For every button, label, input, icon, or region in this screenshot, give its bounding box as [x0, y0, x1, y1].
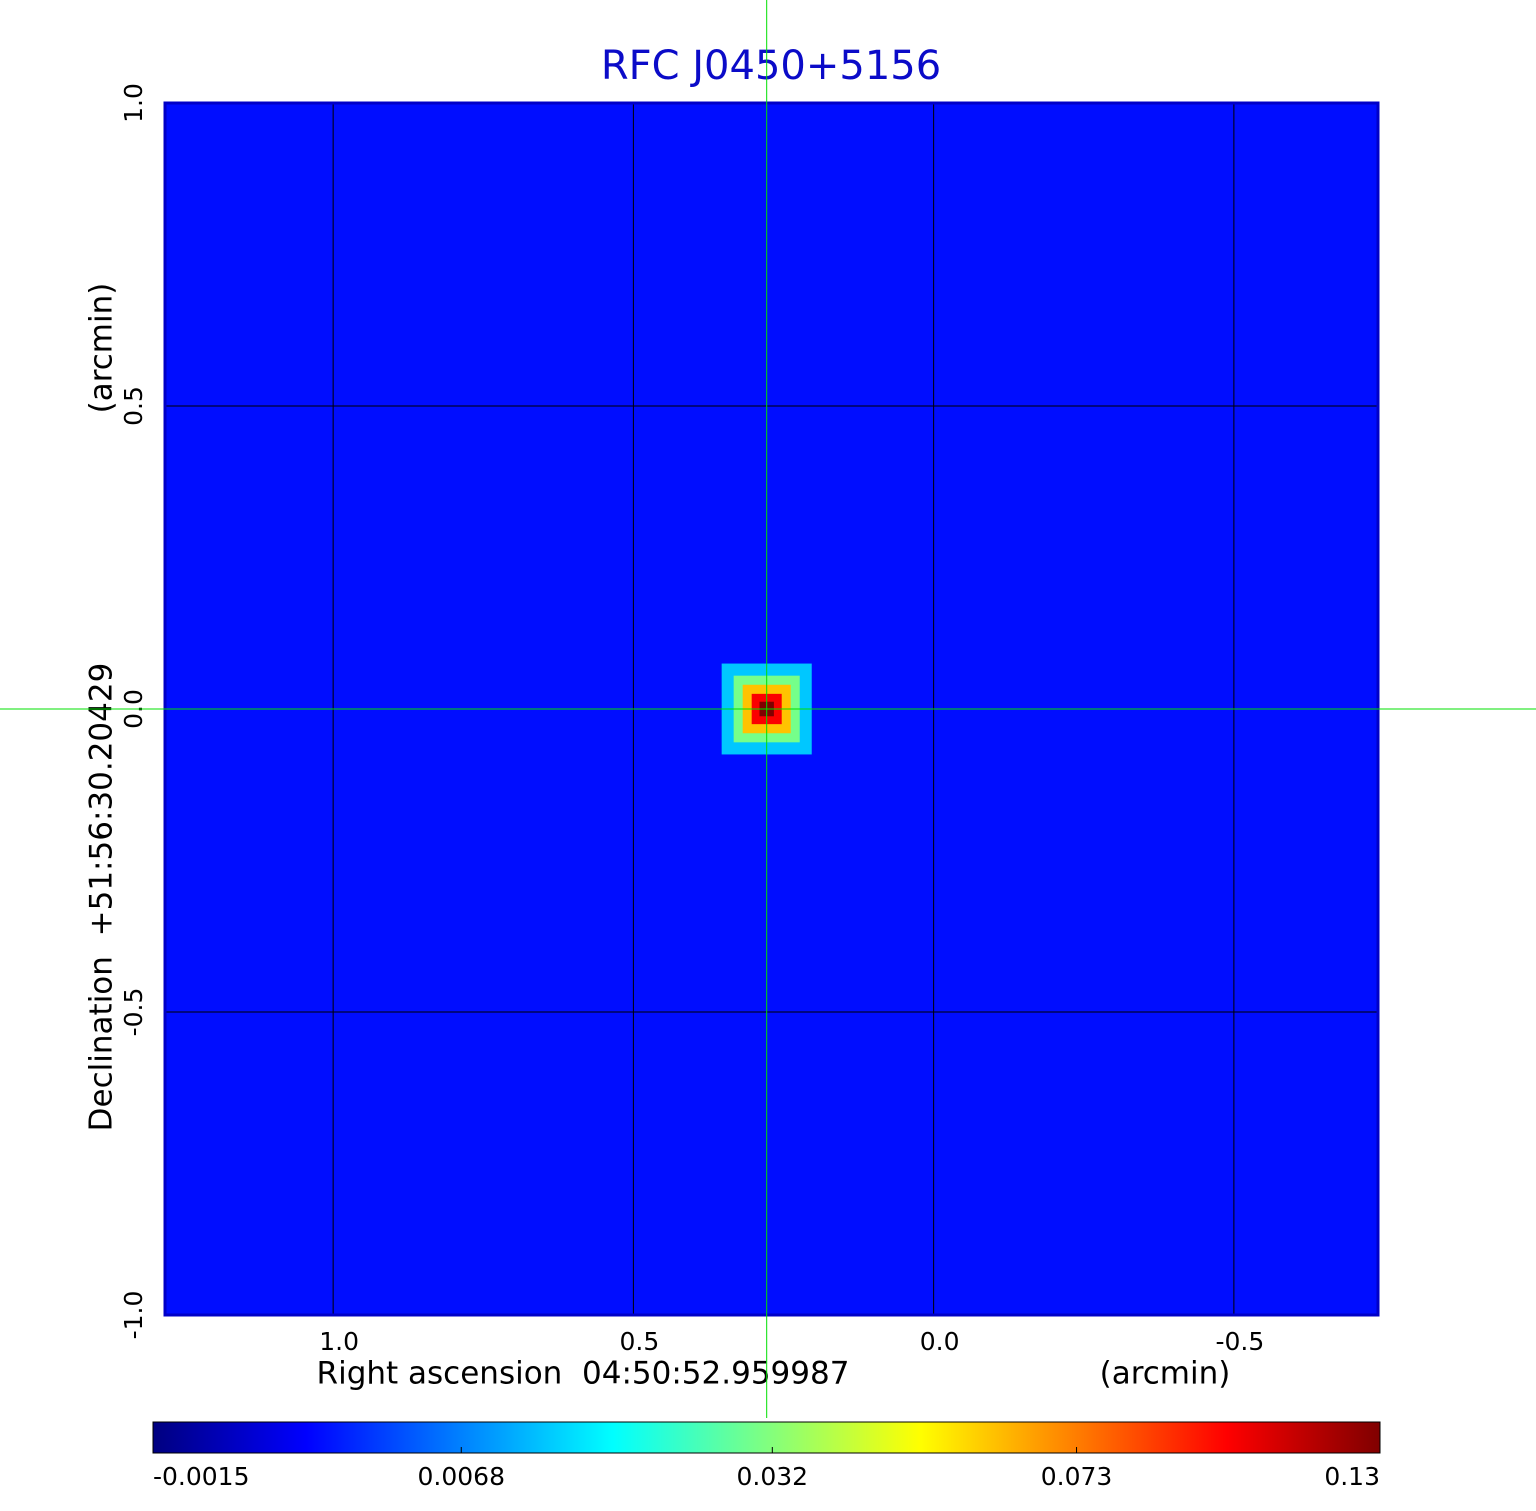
colorbar-tick-label: 0.073	[1041, 1462, 1113, 1491]
colorbar-tick-label: 0.13	[1324, 1462, 1380, 1491]
x-axis-label: Right ascension 04:50:52.959987	[317, 1356, 850, 1392]
colorbar-tick-label: -0.0015	[153, 1462, 250, 1491]
y-tick-label: -0.5	[119, 988, 148, 1037]
x-tick-label: 1.0	[319, 1327, 359, 1356]
chart-title: RFC J0450+5156	[601, 43, 941, 89]
y-tick-label: 1.0	[119, 83, 148, 123]
colorbar	[152, 1421, 1381, 1454]
x-axis-unit: (arcmin)	[1100, 1356, 1231, 1392]
x-tick-label: 0.5	[620, 1327, 660, 1356]
x-tick-label: 0.0	[920, 1327, 960, 1356]
x-tick-label: -0.5	[1215, 1327, 1264, 1356]
y-axis-label: Declination +51:56:30.20429	[84, 663, 120, 1132]
y-axis-unit: (arcmin)	[84, 283, 120, 414]
colorbar-tick-label: 0.032	[737, 1462, 809, 1491]
y-tick-label: -1.0	[119, 1291, 148, 1340]
colorbar-tick-label: 0.0068	[418, 1462, 505, 1491]
y-tick-label: 0.5	[119, 386, 148, 426]
